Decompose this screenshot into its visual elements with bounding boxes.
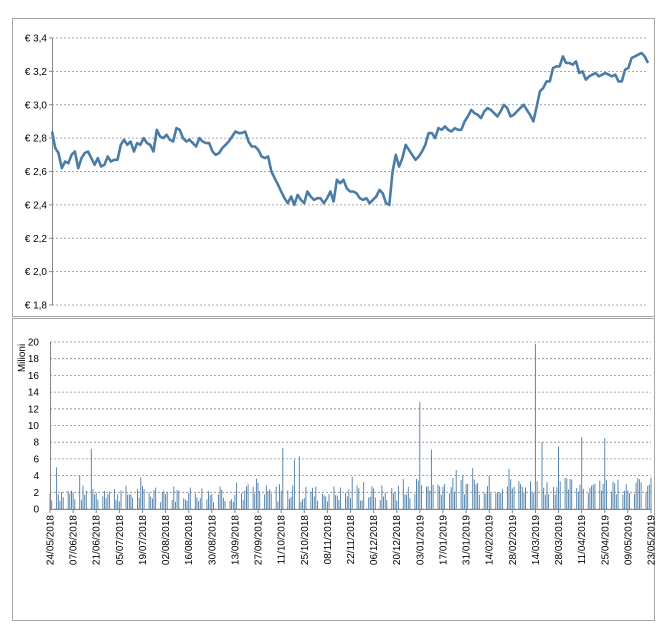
volume-x-tick-label: 25/04/2019 [600,515,611,565]
volume-x-tick-label: 17/01/2019 [439,515,450,565]
volume-x-tick-label: 05/07/2018 [115,515,126,565]
volume-y-tick-label: 12 [28,404,40,415]
price-y-tick-label: € 2,2 [25,234,48,245]
volume-y-tick-label: 20 [28,338,40,349]
volume-x-tick-label: 06/12/2018 [369,515,380,565]
volume-x-tick-label: 27/09/2018 [254,515,265,565]
volume-x-tick-label: 23/05/2019 [647,515,658,565]
volume-x-tick-label: 14/03/2019 [531,515,542,565]
volume-x-tick-label: 11/04/2019 [577,515,588,565]
price-y-tick-label: € 3,0 [25,100,48,111]
volume-y-tick-label: 4 [33,471,39,482]
price-chart-frame [12,18,655,317]
volume-x-tick-labels: 24/05/2018 07/06/2018 21/06/2018 05/07/2018… [46,509,658,565]
volume-y-tick-label: 18 [28,354,40,365]
volume-x-tick-label: 19/07/2018 [138,515,149,565]
volume-x-tick-label: 24/05/2018 [46,515,57,565]
volume-x-tick-label: 03/01/2019 [415,515,426,565]
volume-y-tick-label: 16 [28,371,40,382]
volume-x-tick-label: 25/10/2018 [300,515,311,565]
volume-x-tick-label: 22/11/2018 [346,515,357,565]
volume-y-tick-labels: 0 2 4 6 8 10 12 14 16 18 20 [28,338,40,516]
volume-x-tick-label: 28/02/2019 [508,515,519,565]
volume-x-tick-label: 21/06/2018 [92,515,103,565]
volume-x-tick-label: 08/11/2018 [323,515,334,565]
volume-x-tick-label: 11/10/2018 [277,515,288,565]
volume-x-tick-label: 30/08/2018 [207,515,218,565]
volume-y-axis-label: Milioni [17,344,28,372]
volume-chart-frame [12,318,655,621]
volume-y-tick-label: 2 [33,488,39,499]
volume-x-tick-label: 13/09/2018 [230,515,241,565]
volume-y-tick-label: 0 [33,505,39,516]
price-y-tick-label: € 2,4 [25,200,48,211]
price-series-line [50,51,650,207]
volume-x-tick-label: 07/06/2018 [69,515,80,565]
volume-x-tick-label: 16/08/2018 [184,515,195,565]
volume-y-tick-label: 10 [28,421,40,432]
volume-x-tick-label: 09/05/2019 [623,515,634,565]
volume-y-tick-label: 6 [33,454,39,465]
price-y-tick-label: € 1,8 [25,301,48,312]
volume-x-tick-label: 31/01/2019 [462,515,473,565]
price-y-tick-label: € 3,4 [25,34,48,45]
price-gridlines [52,37,648,306]
volume-x-tick-label: 14/02/2019 [485,515,496,565]
price-y-tick-label: € 2,0 [25,267,48,278]
price-y-tick-label: € 2,6 [25,167,48,178]
volume-x-tick-label: 28/03/2019 [554,515,565,565]
volume-x-tick-label: 02/08/2018 [161,515,172,565]
volume-bars [49,343,652,509]
price-y-tick-label: € 2,8 [25,134,48,145]
price-y-tick-label: € 3,2 [25,67,48,78]
volume-x-tick-label: 20/12/2018 [392,515,403,565]
volume-y-tick-label: 8 [33,438,39,449]
price-y-tick-labels: € 1,8 € 2,0 € 2,2 € 2,4 € 2,6 € 2,8 € 3,0 € 3,2… [25,34,52,312]
volume-y-tick-label: 14 [28,388,40,399]
